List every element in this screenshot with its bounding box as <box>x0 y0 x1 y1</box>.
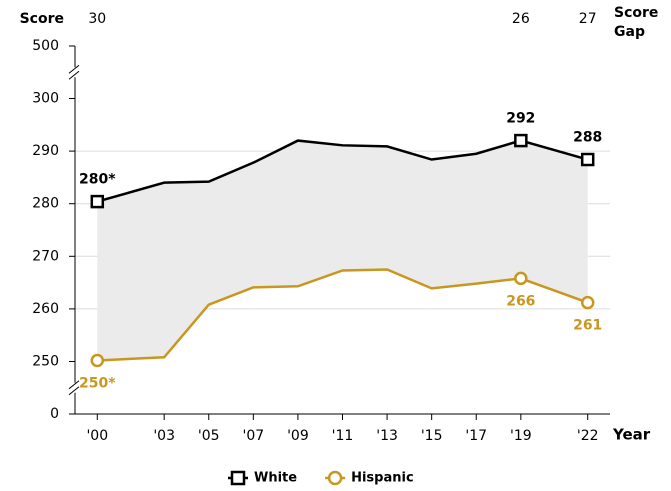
series-line <box>96 139 589 203</box>
y-tick-label: 250 <box>32 354 59 370</box>
series-line <box>97 268 589 362</box>
axis-break-gap <box>67 67 83 78</box>
marker <box>90 194 105 209</box>
score-gap-value: 26 <box>512 11 530 27</box>
y-tick-label: 260 <box>32 301 59 317</box>
x-tick-label: '03 <box>153 428 175 444</box>
axis-break <box>68 64 80 74</box>
legend-label: White <box>254 471 297 486</box>
marker <box>90 353 105 368</box>
value-label: 288 <box>573 130 602 146</box>
marker <box>514 271 528 286</box>
value-label: 292 <box>506 111 535 127</box>
x-tick-label: '00 <box>86 428 108 444</box>
value-label: 250* <box>79 375 116 391</box>
legend-label: Hispanic <box>351 471 414 486</box>
score-gap-label-box: Score Gap <box>614 5 659 40</box>
marker <box>580 295 595 310</box>
y-tick-label: 290 <box>32 143 59 159</box>
axis-break-gap <box>67 382 83 393</box>
marker <box>580 152 595 167</box>
y-tick-label: 0 <box>50 406 59 422</box>
y-tick-label: 500 <box>32 38 59 54</box>
y-tick-label: 270 <box>32 248 59 264</box>
score-gap-value: 30 <box>88 11 106 27</box>
axis-break <box>68 380 80 390</box>
x-tick-label: '17 <box>465 428 487 444</box>
marker <box>514 133 528 148</box>
legend-marker <box>230 470 246 486</box>
x-tick-label: '13 <box>376 428 398 444</box>
score-gap-value: 27 <box>579 11 597 27</box>
y-axis-label: Score <box>20 11 64 27</box>
y-tick-label: 300 <box>32 91 59 107</box>
legend-marker <box>327 470 343 486</box>
x-tick-label: '19 <box>510 428 532 444</box>
x-tick-label: '15 <box>421 428 443 444</box>
value-label: 266 <box>506 293 535 309</box>
axis-break <box>68 70 80 80</box>
score-gap-label: Score Gap <box>614 5 659 40</box>
x-tick-label: '07 <box>242 428 264 444</box>
x-tick-label: '05 <box>198 428 220 444</box>
axis-break <box>68 386 80 396</box>
gap-area <box>97 140 588 361</box>
x-tick-label: '09 <box>287 428 309 444</box>
value-label: 261 <box>573 318 602 334</box>
x-axis-label: Year <box>612 426 651 444</box>
x-tick-label: '11 <box>332 428 354 444</box>
value-label: 280* <box>79 172 116 188</box>
x-tick-label: '22 <box>577 428 599 444</box>
y-tick-label: 280 <box>32 196 59 212</box>
